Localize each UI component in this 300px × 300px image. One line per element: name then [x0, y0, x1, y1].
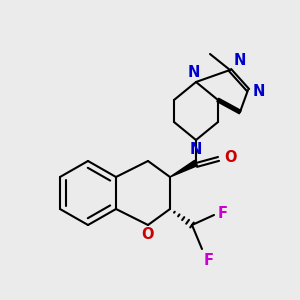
Text: N: N: [188, 65, 200, 80]
Text: O: O: [142, 227, 154, 242]
Text: N: N: [234, 53, 246, 68]
Text: N: N: [190, 142, 202, 157]
Text: O: O: [224, 149, 236, 164]
Polygon shape: [170, 160, 197, 177]
Text: F: F: [218, 206, 228, 220]
Text: N: N: [253, 85, 266, 100]
Text: F: F: [204, 253, 214, 268]
